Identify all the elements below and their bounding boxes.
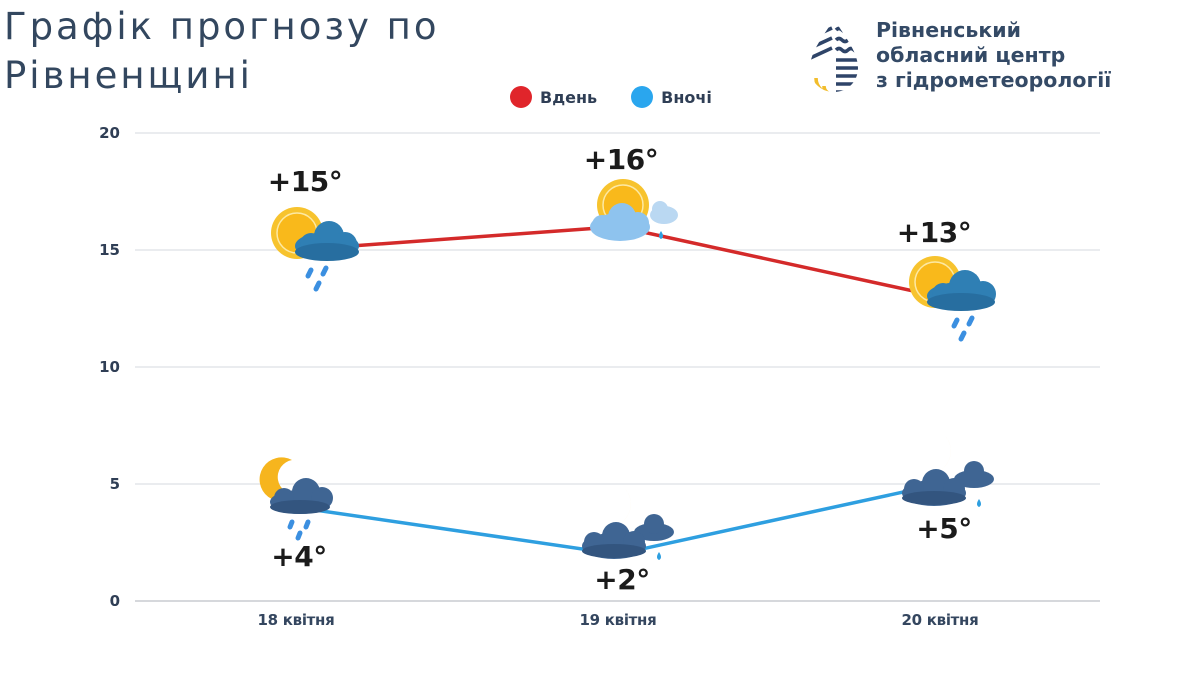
night-label-18: +4° xyxy=(271,540,327,573)
moon-clouds-drizzle-icon xyxy=(582,486,674,560)
partly-sunny-rain-icon xyxy=(271,207,359,292)
page-title: Графік прогнозу по Рівненщині xyxy=(4,2,440,100)
chart-legend: Вдень Вночі xyxy=(510,86,746,108)
day-label-20: +13° xyxy=(896,216,972,249)
organization-branding: Рівненський обласний центр з гідрометеор… xyxy=(806,16,1111,94)
partly-sunny-rain-icon xyxy=(909,256,996,342)
organization-name: Рівненський обласний центр з гідрометеор… xyxy=(876,17,1112,92)
x-tick-19-april: 19 квітня xyxy=(579,611,657,629)
legend-item-night: Вночі xyxy=(631,86,712,108)
y-tick-10: 10 xyxy=(99,358,120,376)
day-label-18: +15° xyxy=(267,165,343,198)
title-line-1: Графік прогнозу по xyxy=(4,5,440,48)
x-tick-18-april: 18 квітня xyxy=(257,611,335,629)
title-line-2: Рівненщині xyxy=(4,54,253,97)
partly-sunny-cloud-drizzle-icon xyxy=(590,179,678,241)
y-tick-15: 15 xyxy=(99,241,120,259)
night-label-20: +5° xyxy=(916,512,972,545)
water-drop-logo-icon xyxy=(810,18,858,92)
moon-clouds-drizzle-icon xyxy=(902,433,994,507)
y-tick-5: 5 xyxy=(109,475,120,493)
moon-cloud-rain-icon xyxy=(259,457,333,541)
legend-night-marker xyxy=(631,86,654,108)
y-tick-20: 20 xyxy=(99,124,120,142)
legend-item-day: Вдень xyxy=(510,86,597,108)
night-label-19: +2° xyxy=(594,563,650,596)
day-label-19: +16° xyxy=(583,143,659,176)
legend-day-marker xyxy=(510,86,532,108)
y-tick-0: 0 xyxy=(109,592,120,610)
x-tick-20-april: 20 квітня xyxy=(901,611,979,629)
